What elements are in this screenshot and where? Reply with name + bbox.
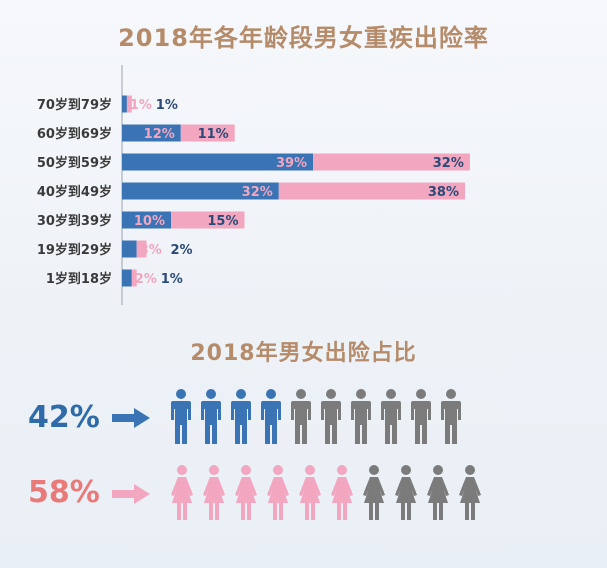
female-person-icon: [394, 465, 418, 525]
male-person-icon: [380, 389, 402, 449]
male-arrow-icon: [112, 408, 150, 428]
category-label: 70岁到79岁: [37, 97, 112, 113]
bar-male: [122, 153, 314, 171]
male-person-icon: [320, 389, 342, 449]
male-icon-row: [170, 389, 462, 449]
bar-value-male: 1%: [130, 98, 152, 113]
male-person-icon: [170, 389, 192, 449]
bar-female: [278, 182, 465, 200]
bar-value-female: 1%: [156, 98, 178, 113]
bar-female: [131, 269, 137, 287]
female-person-icon: [426, 465, 450, 525]
female-person-icon: [170, 465, 194, 525]
category-label: 19岁到29岁: [37, 242, 112, 258]
bar-male: [122, 269, 132, 287]
bar-male: [122, 124, 181, 142]
bar-chart: 70岁到79岁 1% 1%60岁到69岁 12% 11%50岁到59岁 39% 32%40岁…: [37, 65, 470, 305]
male-person-icon: [350, 389, 372, 449]
section-title: 2018年男女出险占比: [190, 341, 417, 366]
female-person-icon: [362, 465, 386, 525]
bar-value-male: 12%: [144, 127, 175, 142]
bar-female: [171, 211, 245, 229]
category-label: 50岁到59岁: [37, 155, 112, 171]
male-person-icon: [290, 389, 312, 449]
bar-female: [180, 124, 235, 142]
bar-value-female: 38%: [428, 185, 459, 200]
bar-male: [122, 240, 137, 258]
bar-value-male: 39%: [276, 156, 307, 171]
bar-value-male: 10%: [134, 214, 165, 229]
male-person-icon: [230, 389, 252, 449]
bar-value-male: 32%: [242, 185, 273, 200]
bar-value-female: 15%: [207, 214, 238, 229]
category-label: 60岁到69岁: [37, 126, 112, 142]
bar-male: [122, 211, 171, 229]
bar-value-male: 2%: [135, 272, 157, 287]
male-person-icon: [410, 389, 432, 449]
bar-female: [136, 240, 147, 258]
female-percent: 58%: [28, 475, 100, 510]
bar-male: [122, 182, 279, 200]
bar-female: [313, 153, 470, 171]
female-icon-row: [170, 465, 482, 525]
category-label: 40岁到49岁: [37, 184, 112, 200]
bar-female: [126, 95, 132, 113]
female-person-icon: [298, 465, 322, 525]
male-person-icon: [260, 389, 282, 449]
male-person-icon: [440, 389, 462, 449]
male-person-icon: [200, 389, 222, 449]
female-person-icon: [458, 465, 482, 525]
category-label: 1岁到18岁: [46, 271, 112, 287]
bar-value-male: 3%: [140, 243, 162, 258]
bar-value-female: 1%: [161, 272, 183, 287]
bar-value-female: 32%: [433, 156, 464, 171]
bar-value-female: 2%: [171, 243, 193, 258]
bar-male: [122, 95, 127, 113]
category-label: 30岁到39岁: [37, 213, 112, 229]
female-person-icon: [330, 465, 354, 525]
male-percent: 42%: [28, 400, 100, 435]
female-arrow-icon: [112, 484, 150, 504]
bar-value-female: 11%: [198, 127, 229, 142]
female-person-icon: [234, 465, 258, 525]
chart-title: 2018年各年龄段男女重疾出险率: [118, 24, 489, 52]
female-person-icon: [202, 465, 226, 525]
female-person-icon: [266, 465, 290, 525]
